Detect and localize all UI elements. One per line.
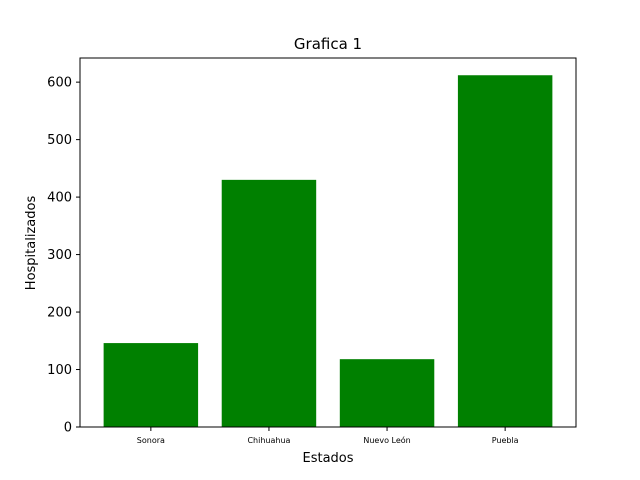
- y-tick-label: 300: [47, 248, 72, 263]
- y-tick-label: 500: [47, 133, 72, 148]
- plot-frame: [79, 57, 577, 428]
- y-tick-label: 400: [47, 191, 72, 206]
- y-axis: 0 100 200 300 400 500 600: [47, 76, 80, 436]
- x-axis: Sonora Chihuahua Nuevo León Puebla: [137, 427, 519, 445]
- bar-nuevo-le-n: [339, 359, 435, 427]
- x-tick-label: Sonora: [137, 436, 165, 445]
- y-tick-label: 200: [47, 306, 72, 321]
- x-tick-label: Puebla: [492, 436, 519, 445]
- x-tick-label: Nuevo León: [363, 435, 410, 445]
- chart-title: Grafica 1: [294, 35, 362, 53]
- y-axis-label: Hospitalizados: [24, 196, 39, 291]
- x-tick-label: Chihuahua: [247, 436, 290, 445]
- y-tick-label: 100: [47, 363, 72, 378]
- y-tick-label: 600: [47, 76, 72, 91]
- y-tick-label: 0: [64, 421, 72, 436]
- x-axis-label: Estados: [302, 451, 353, 466]
- bar-chihuahua: [221, 179, 317, 427]
- bar-sonora: [103, 343, 199, 427]
- bars-layer: [103, 75, 553, 428]
- bar-puebla: [457, 75, 553, 428]
